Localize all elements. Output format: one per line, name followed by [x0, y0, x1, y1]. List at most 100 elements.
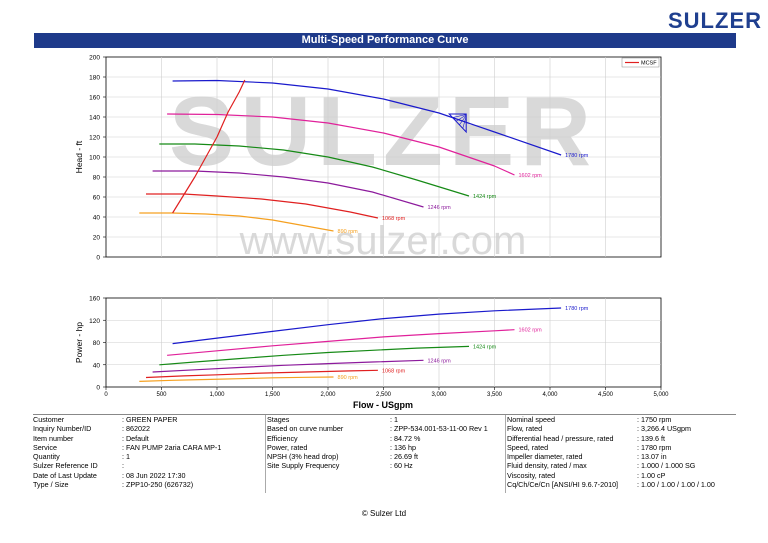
info-label: Efficiency: [267, 433, 298, 443]
series-label: 1068 rpm: [382, 216, 406, 222]
info-row: Cq/Ch/Ce/Cn [ANSI/HI 9.6.7-2010]: 1.00 /…: [507, 480, 736, 489]
info-row: Service : FAN PUMP 2aria CARA MP-1: [33, 443, 263, 452]
y-tick-label: 80: [93, 340, 101, 347]
series-label: 890 rpm: [338, 229, 359, 235]
info-row: Date of Last Update: 08 Jun 2022 17:30: [33, 471, 263, 480]
series-line-mcsf: [172, 79, 246, 214]
info-label: Impeller diameter, rated: [507, 452, 583, 462]
series-line-1780-rpm: [172, 307, 562, 345]
y-tick-label: 100: [89, 155, 100, 162]
x-tick-label: 3,500: [487, 392, 503, 398]
series-label: 1424 rpm: [473, 344, 497, 350]
y-tick-label: 60: [93, 195, 101, 202]
info-value: : 1: [390, 415, 398, 424]
pump-info-table: Customer: GREEN PAPER Inquiry Number/ID: …: [33, 414, 736, 493]
info-label: Quantity: [33, 452, 60, 462]
info-value: : 136 hp: [390, 442, 416, 452]
info-row: Speed, rated: 1780 rpm: [507, 443, 736, 452]
bep-hatch: [455, 114, 467, 122]
info-value: : 862022: [122, 424, 150, 434]
info-value: : 60 Hz: [390, 461, 413, 471]
info-row: Viscosity, rated: 1.00 cP: [507, 471, 736, 480]
x-tick-label: 3,000: [431, 392, 447, 398]
legend: MCSF: [621, 57, 660, 68]
info-row: Impeller diameter, rated : 13.07 in: [507, 452, 736, 461]
info-label: Flow, rated: [507, 424, 543, 434]
series-line-1424-rpm: [159, 345, 470, 366]
info-value: : 139.6 ft: [637, 433, 665, 443]
series-line-1424-rpm: [159, 143, 470, 197]
x-tick-label: 2,500: [376, 392, 392, 398]
y-tick-label: 160: [89, 95, 100, 102]
y-tick-label: 0: [96, 385, 100, 392]
info-value: : 1.000 / 1.000 SG: [637, 461, 696, 471]
info-label: Service: [33, 442, 57, 452]
info-value: : 1780 rpm: [637, 442, 672, 452]
watermark-logo: SULZER: [169, 76, 597, 186]
info-label: Item number: [33, 433, 74, 443]
x-tick-label: 1,000: [209, 392, 225, 398]
x-tick-label: 1,500: [265, 392, 281, 398]
bep-hatch: [452, 114, 467, 118]
series-label: 1424 rpm: [473, 194, 497, 200]
y-tick-label: 120: [89, 318, 100, 325]
info-row: Type / Size: ZPP10-250 (626732): [33, 480, 263, 489]
y-tick-label: 40: [93, 362, 101, 369]
series-label: 890 rpm: [338, 375, 359, 381]
legend-box: [621, 57, 660, 68]
bep-hatch: [459, 115, 467, 125]
info-row: Differential head / pressure, rated : 139…: [507, 434, 736, 443]
series-label: 1246 rpm: [427, 205, 451, 211]
info-label: Nominal speed: [507, 415, 555, 424]
info-label: NPSH (3% head drop): [267, 452, 339, 462]
info-value: : 84.72 %: [390, 433, 421, 443]
head-y-axis-label: Head - ft: [74, 140, 84, 173]
info-row: Efficiency : 84.72 %: [267, 434, 503, 443]
info-value: : 1.00 / 1.00 / 1.00 / 1.00: [637, 480, 715, 490]
info-label: Differential head / pressure, rated: [507, 433, 614, 443]
info-value: : Default: [122, 433, 149, 443]
bep-marker: [448, 113, 467, 134]
info-label: Site Supply Frequency: [267, 461, 340, 471]
info-label: Fluid density, rated / max: [507, 461, 587, 471]
info-row: Nominal speed : 1750 rpm: [507, 415, 736, 424]
info-value: : 1750 rpm: [637, 415, 672, 424]
info-value: : 1: [122, 452, 130, 462]
info-value: : 08 Jun 2022 17:30: [122, 470, 186, 480]
y-tick-label: 140: [89, 115, 100, 122]
info-label: Customer: [33, 415, 65, 424]
info-row: Fluid density, rated / max : 1.000 / 1.00…: [507, 461, 736, 470]
series-line-1068-rpm: [146, 193, 379, 219]
info-label: Stages: [267, 415, 290, 424]
info-label: Inquiry Number/ID: [33, 424, 92, 434]
y-tick-label: 180: [89, 75, 100, 82]
info-value: : ZPP-534.001-53-11-00 Rev 1: [390, 424, 488, 434]
info-column-general: Customer: GREEN PAPER Inquiry Number/ID: …: [33, 415, 263, 495]
watermark-url: www.sulzer.com: [239, 219, 527, 263]
info-value: : 3,266.4 USgpm: [637, 424, 691, 434]
info-value: : 26.69 ft: [390, 452, 418, 462]
info-row: Item number : Default: [33, 434, 263, 443]
series-line-1246-rpm: [152, 170, 424, 208]
x-tick-label: 5,000: [653, 392, 669, 398]
chart-title-bar: Multi-Speed Performance Curve: [34, 33, 736, 48]
y-tick-label: 200: [89, 55, 100, 62]
info-value: : 13.07 in: [637, 452, 667, 462]
info-row: Power, rated : 136 hp: [267, 443, 503, 452]
info-row: NPSH (3% head drop) : 26.69 ft: [267, 452, 503, 461]
series-line-1602-rpm: [167, 329, 515, 356]
info-value: : FAN PUMP 2aria CARA MP-1: [122, 442, 222, 452]
series-label: 1246 rpm: [427, 358, 451, 364]
sulzer-logo: SULZER: [668, 8, 762, 33]
info-label: Based on curve number: [267, 424, 344, 434]
y-tick-label: 120: [89, 135, 100, 142]
y-tick-label: 20: [93, 235, 101, 242]
info-row: Inquiry Number/ID : 862022: [33, 424, 263, 433]
power-y-axis-label: Power - hp: [74, 322, 84, 363]
copyright-footer: © Sulzer Ltd: [361, 509, 407, 518]
series-line-1068-rpm: [145, 369, 378, 379]
info-label: Power, rated: [267, 442, 308, 452]
info-row: Stages : 1: [267, 415, 503, 424]
x-tick-label: 4,000: [542, 392, 558, 398]
info-value: : ZPP10-250 (626732): [122, 480, 194, 490]
